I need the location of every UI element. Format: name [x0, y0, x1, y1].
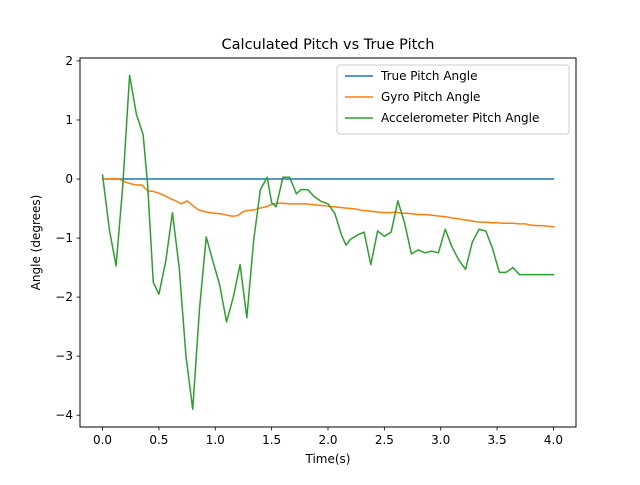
y-tick-label: 0	[65, 172, 73, 186]
y-axis-label: Angle (degrees)	[29, 195, 43, 291]
legend-item-gyro-pitch-angle: Gyro Pitch Angle	[345, 90, 480, 104]
series-line-accelerometer-pitch-angle	[101, 74, 555, 411]
legend-label: True Pitch Angle	[380, 69, 477, 83]
x-axis-ticks: 0.0 0.5 1.0 1.5 2.0 2.5 3.0 3.5 4.0	[93, 427, 563, 447]
x-tick-label: 1.0	[206, 433, 225, 447]
y-tick-label: −1	[55, 231, 73, 245]
y-tick-label: −2	[55, 290, 73, 304]
x-tick-label: 1.5	[262, 433, 281, 447]
legend-item-true-pitch-angle: True Pitch Angle	[345, 69, 477, 83]
x-tick-label: 2.5	[375, 433, 394, 447]
y-axis-ticks: −4 −3 −2 −1 0 1 2	[55, 54, 80, 422]
legend-box	[336, 64, 570, 135]
y-tick-label: 2	[65, 54, 73, 68]
legend-item-accelerometer-pitch-angle: Accelerometer Pitch Angle	[345, 111, 539, 125]
y-tick-label: −4	[55, 408, 73, 422]
series-layer	[101, 74, 555, 411]
x-tick-label: 0.5	[149, 433, 168, 447]
series-line-gyro-pitch-angle	[101, 177, 555, 228]
x-tick-label: 0.0	[93, 433, 112, 447]
chart-title: Calculated Pitch vs True Pitch	[222, 37, 435, 53]
x-tick-label: 3.0	[431, 433, 450, 447]
y-tick-label: 1	[65, 113, 73, 127]
x-tick-label: 2.0	[318, 433, 337, 447]
x-tick-label: 3.5	[488, 433, 507, 447]
x-tick-label: 4.0	[544, 433, 563, 447]
legend-label: Gyro Pitch Angle	[381, 90, 480, 104]
legend-label: Accelerometer Pitch Angle	[381, 111, 539, 125]
y-tick-label: −3	[55, 349, 73, 363]
x-axis-label: Time(s)	[305, 452, 351, 466]
legend: True Pitch Angle Gyro Pitch Angle Accelero…	[336, 64, 570, 135]
